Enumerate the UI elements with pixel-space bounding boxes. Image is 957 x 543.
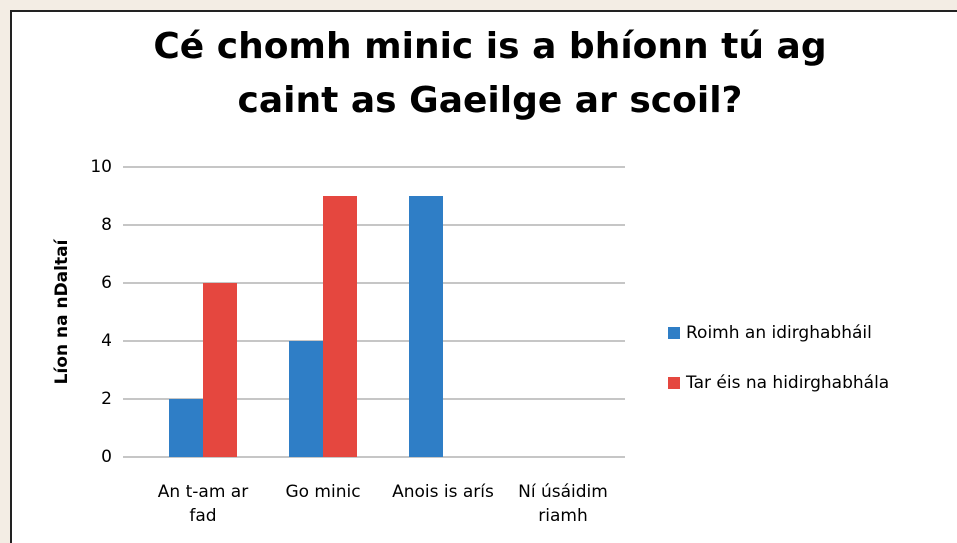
- x-tick-label: Go minic: [285, 482, 361, 502]
- bar: [169, 399, 203, 457]
- x-tick-label: An t-am ar fad: [157, 482, 249, 526]
- bar: [323, 196, 357, 457]
- y-tick-label: 8: [101, 215, 112, 235]
- y-tick-label: 6: [101, 273, 112, 293]
- legend-swatch: [668, 327, 680, 339]
- y-axis-label: Líon na nDaltaí: [52, 238, 72, 384]
- legend-swatch: [668, 377, 680, 389]
- y-tick-label: 4: [101, 331, 112, 351]
- bar: [289, 341, 323, 457]
- y-tick-label: 2: [101, 389, 112, 409]
- legend-label: Roimh an idirghabháil: [686, 323, 872, 343]
- x-tick-label: Ní úsáidim riamh: [518, 482, 608, 526]
- y-tick-label: 0: [101, 447, 112, 467]
- chart-title: Cé chomh minic is a bhíonn tú ag caint a…: [153, 26, 827, 121]
- x-tick-label: Anois is arís: [392, 482, 494, 502]
- bar: [409, 196, 443, 457]
- bar: [203, 283, 237, 457]
- y-tick-label: 10: [90, 157, 112, 177]
- legend-label: Tar éis na hidirghabhála: [685, 373, 889, 393]
- chart-frame: [10, 10, 957, 543]
